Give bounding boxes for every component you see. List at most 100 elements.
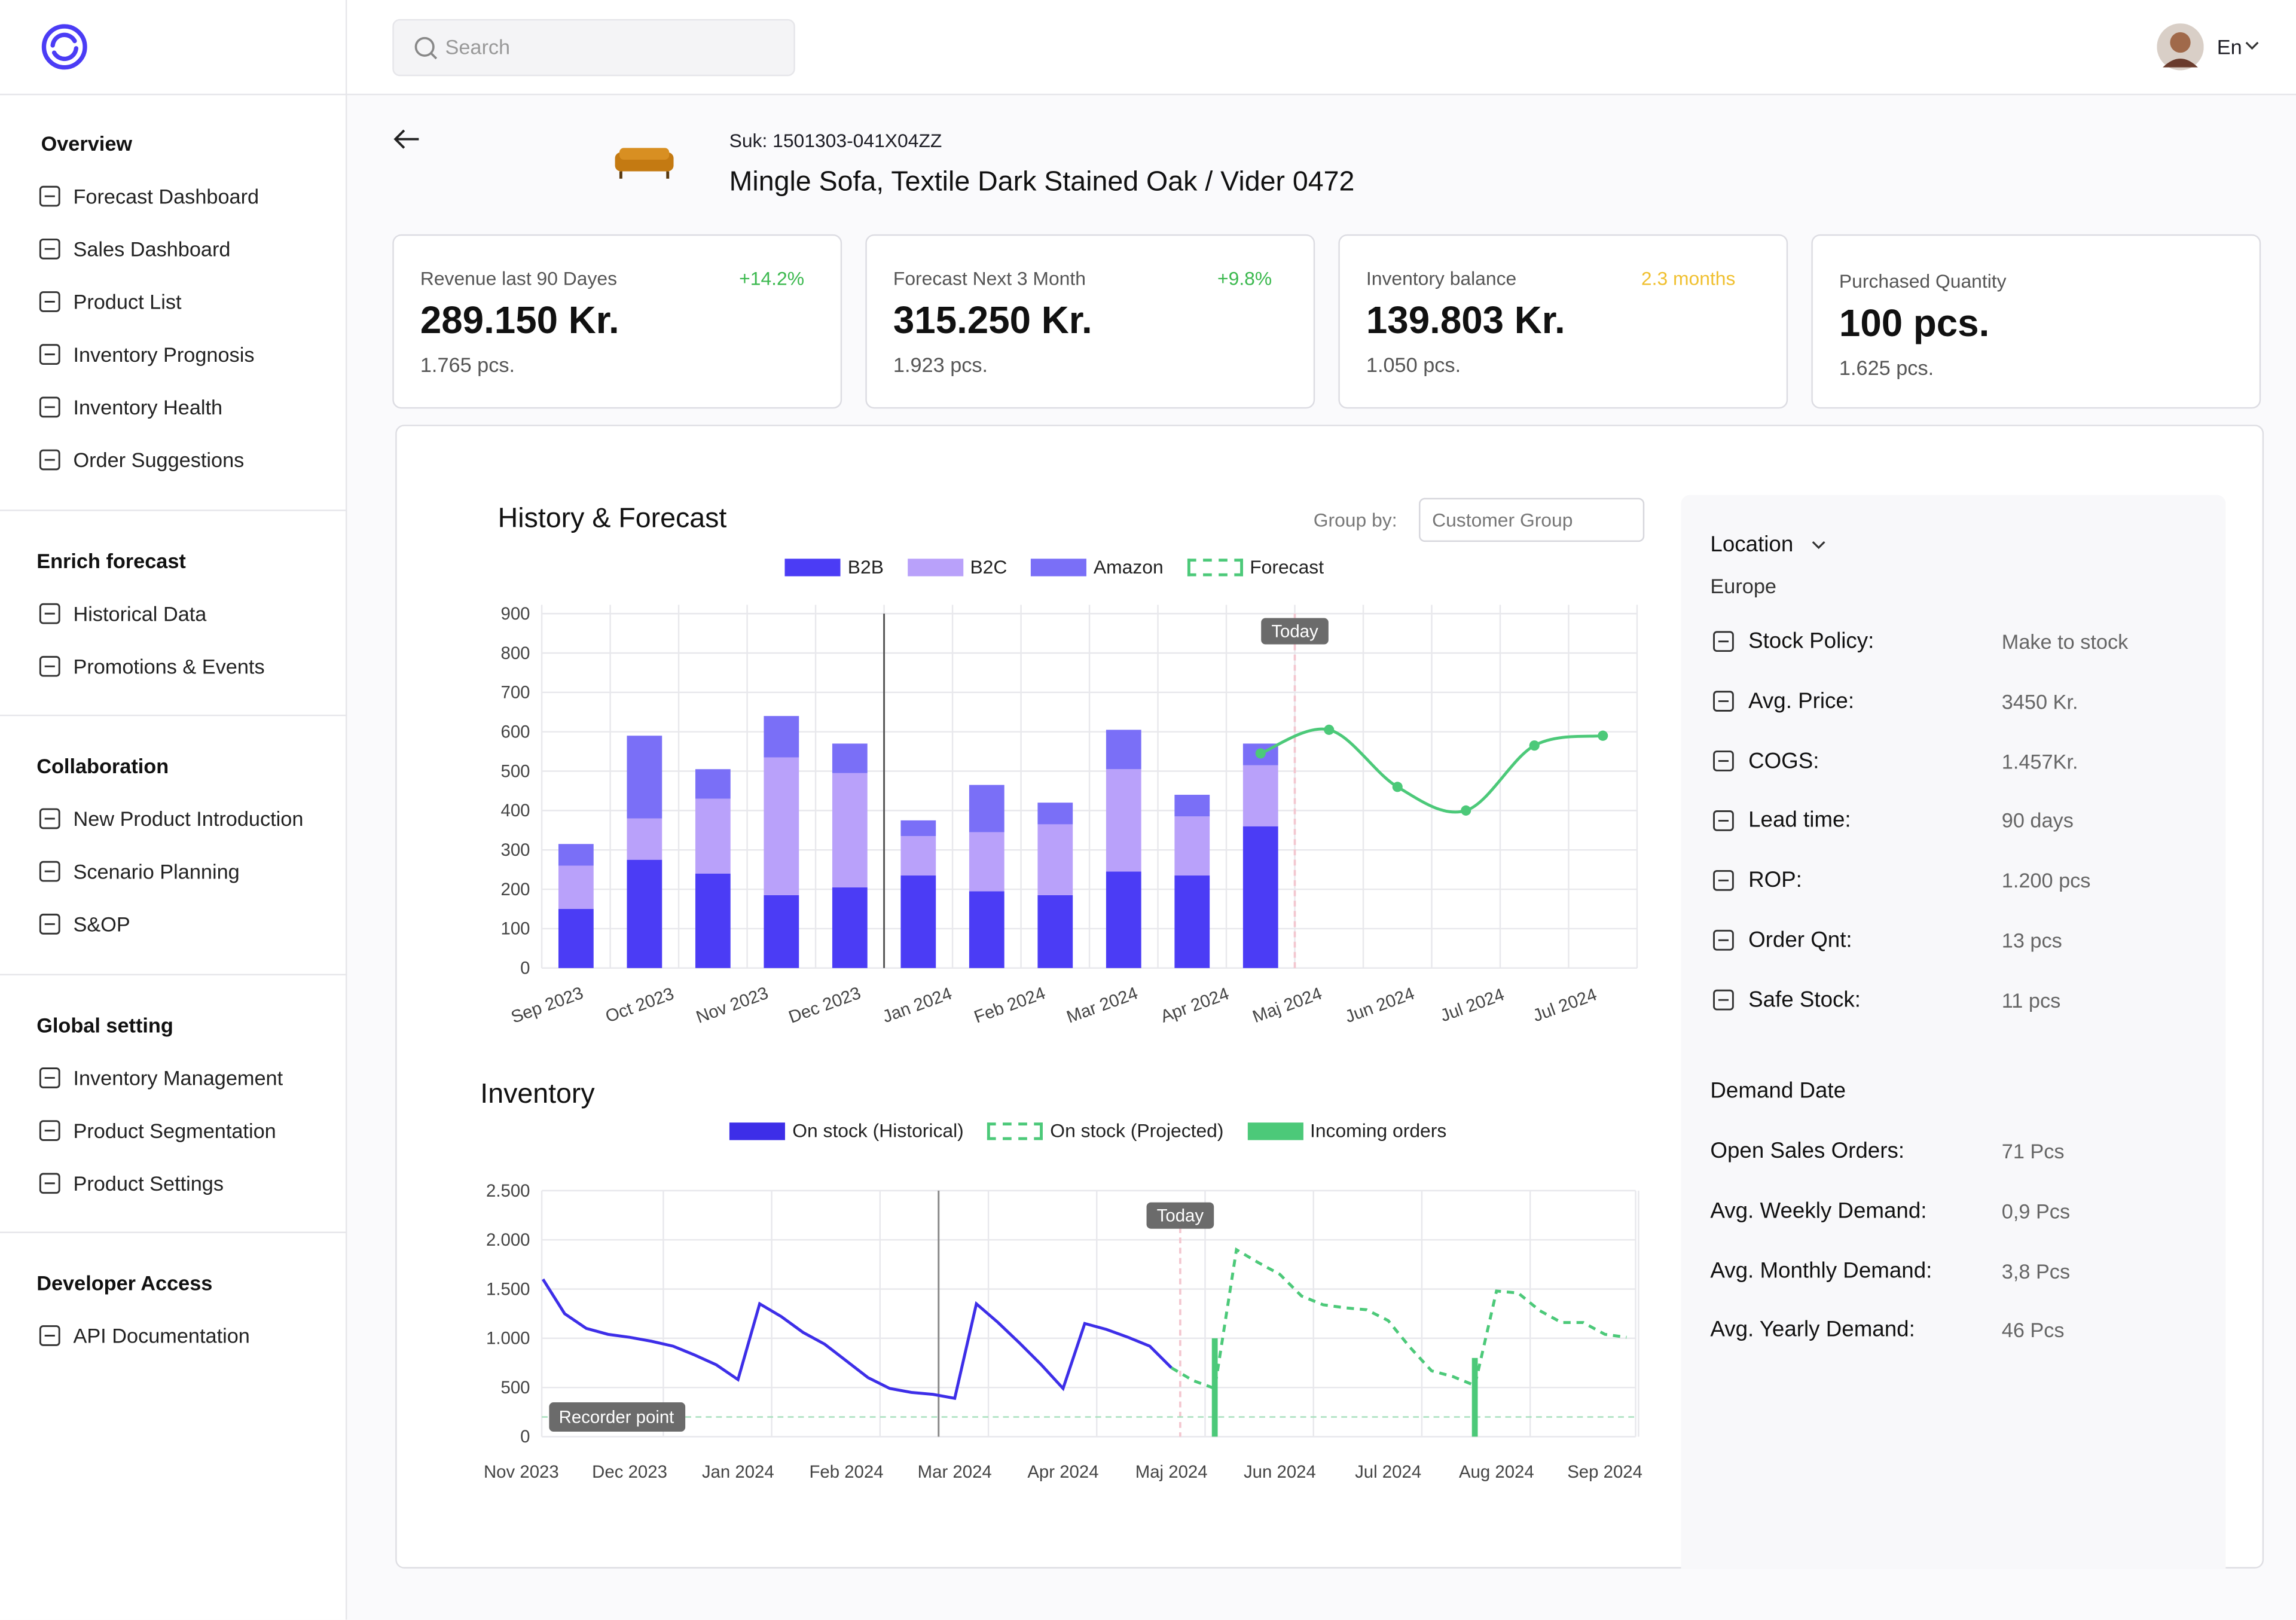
legend-swatch: [1247, 1121, 1303, 1140]
icon: [39, 396, 60, 418]
badge: [1261, 618, 1329, 645]
bar-segment: [1106, 871, 1141, 968]
y-tick-label: 0: [520, 959, 530, 978]
bar-segment: [558, 909, 594, 968]
icon: [39, 913, 60, 935]
icon-shape: [1713, 929, 1734, 951]
nav-item[interactable]: Forecast Dashboard: [73, 184, 259, 208]
legend-label: Incoming orders: [1309, 1119, 1447, 1142]
nav-item[interactable]: Inventory Prognosis: [73, 343, 255, 367]
bar-segment: [832, 887, 868, 968]
forecast-point: [1255, 748, 1266, 759]
forecast-point: [1461, 805, 1471, 816]
nav-item[interactable]: Promotions & Events: [73, 654, 265, 678]
icon-shape: [39, 396, 60, 418]
kpi-sub: 1.765 pcs.: [420, 353, 515, 377]
language[interactable]: En: [2216, 35, 2242, 59]
icon-shape: [39, 1067, 60, 1088]
x-tick-label: Sep 2023: [508, 983, 585, 1027]
nav-item[interactable]: Inventory Management: [73, 1066, 283, 1090]
legend-item[interactable]: B2B: [784, 556, 884, 578]
kpi-label: Inventory balance: [1366, 267, 1517, 289]
nav-item[interactable]: Inventory Health: [73, 395, 223, 419]
kpi-card: [865, 234, 1315, 409]
nav-item[interactable]: Product List: [73, 289, 182, 314]
legend-item[interactable]: On stock (Historical): [729, 1119, 964, 1142]
legend-item[interactable]: B2C: [907, 556, 1007, 578]
legend-item[interactable]: Amazon: [1030, 556, 1164, 578]
kpi-value: 289.150 Kr.: [420, 298, 619, 342]
x-tick-label: Apr 2024: [1027, 1462, 1098, 1482]
bar-segment: [1174, 795, 1210, 817]
chevron: [2245, 41, 2259, 50]
chart-title: History & Forecast: [497, 504, 727, 535]
chart-title: Inventory: [480, 1079, 595, 1110]
forecast-point: [1324, 724, 1335, 735]
icon-shape: [39, 1325, 60, 1346]
legend-label: B2C: [970, 556, 1007, 578]
badge-label: Today: [1157, 1206, 1204, 1225]
x-tick-label: Nov 2023: [694, 983, 771, 1027]
x-tick-label: Dec 2023: [786, 983, 863, 1027]
nav-item[interactable]: Historical Data: [73, 602, 207, 626]
logo[interactable]: [38, 20, 91, 73]
back-arrow[interactable]: [392, 126, 422, 152]
search-box[interactable]: [392, 19, 795, 77]
bar-segment: [1106, 730, 1141, 770]
x-tick-label: Maj 2024: [1135, 1462, 1208, 1482]
detail-value: 13 pcs: [2001, 928, 2062, 952]
legend-item[interactable]: Forecast: [1186, 556, 1324, 578]
legend-item[interactable]: On stock (Projected): [987, 1119, 1224, 1142]
detail-value: 90 days: [2001, 809, 2074, 832]
legend-swatch: [729, 1121, 785, 1140]
nav-item[interactable]: New Product Introduction: [73, 807, 304, 831]
icon: [1713, 631, 1734, 652]
x-tick-label: Mar 2024: [1064, 983, 1141, 1027]
bar-segment: [969, 785, 1004, 832]
divider: [0, 93, 347, 96]
forecast-point: [1598, 730, 1608, 741]
nav-item[interactable]: API Documentation: [73, 1323, 250, 1348]
details-panel: [1681, 495, 2226, 1569]
demand-value: 3,8 Pcs: [2001, 1259, 2071, 1283]
icon: [39, 655, 60, 677]
bar-segment: [764, 757, 799, 895]
kpi-sub: 1.625 pcs.: [1839, 356, 1934, 380]
y-tick-label: 0: [520, 1427, 530, 1447]
avatar[interactable]: [2157, 23, 2204, 71]
kpi-value: 100 pcs.: [1839, 301, 1990, 345]
legend-item[interactable]: Incoming orders: [1247, 1119, 1447, 1142]
x-tick-label: Aug 2024: [1459, 1462, 1534, 1482]
bar-segment: [900, 875, 936, 968]
nav-item[interactable]: Scenario Planning: [73, 859, 240, 883]
nav-item[interactable]: Product Settings: [73, 1171, 224, 1195]
bar-segment: [558, 844, 594, 866]
icon-shape: [39, 1173, 60, 1194]
nav-item[interactable]: Sales Dashboard: [73, 237, 231, 261]
y-tick-label: 900: [501, 604, 530, 624]
stock-line: [542, 1278, 1173, 1401]
kpi-label: Forecast Next 3 Month: [893, 267, 1086, 289]
y-tick-label: 1.500: [486, 1279, 530, 1299]
bar-segment: [900, 820, 936, 837]
stock-line: [1170, 1247, 1627, 1391]
icon: [39, 1173, 60, 1194]
y-tick-label: 100: [501, 919, 530, 939]
y-tick-label: 300: [501, 840, 530, 860]
nav-item[interactable]: Product Segmentation: [73, 1119, 276, 1143]
location-label[interactable]: Location: [1710, 532, 1794, 557]
detail-label: Order Qnt:: [1748, 928, 1852, 953]
x-tick-label: Nov 2023: [484, 1462, 559, 1482]
nav-item[interactable]: Order Suggestions: [73, 448, 245, 472]
badge: [549, 1402, 686, 1432]
icon-shape: [1713, 631, 1734, 652]
nav-item[interactable]: S&OP: [73, 912, 130, 936]
detail-value: 11 pcs: [2001, 988, 2061, 1012]
divider: [0, 1231, 347, 1234]
icon: [1713, 810, 1734, 831]
group-by-select[interactable]: [1419, 498, 1645, 542]
bar-segment: [695, 769, 731, 799]
group-by-value: Customer Group: [1432, 509, 1573, 531]
